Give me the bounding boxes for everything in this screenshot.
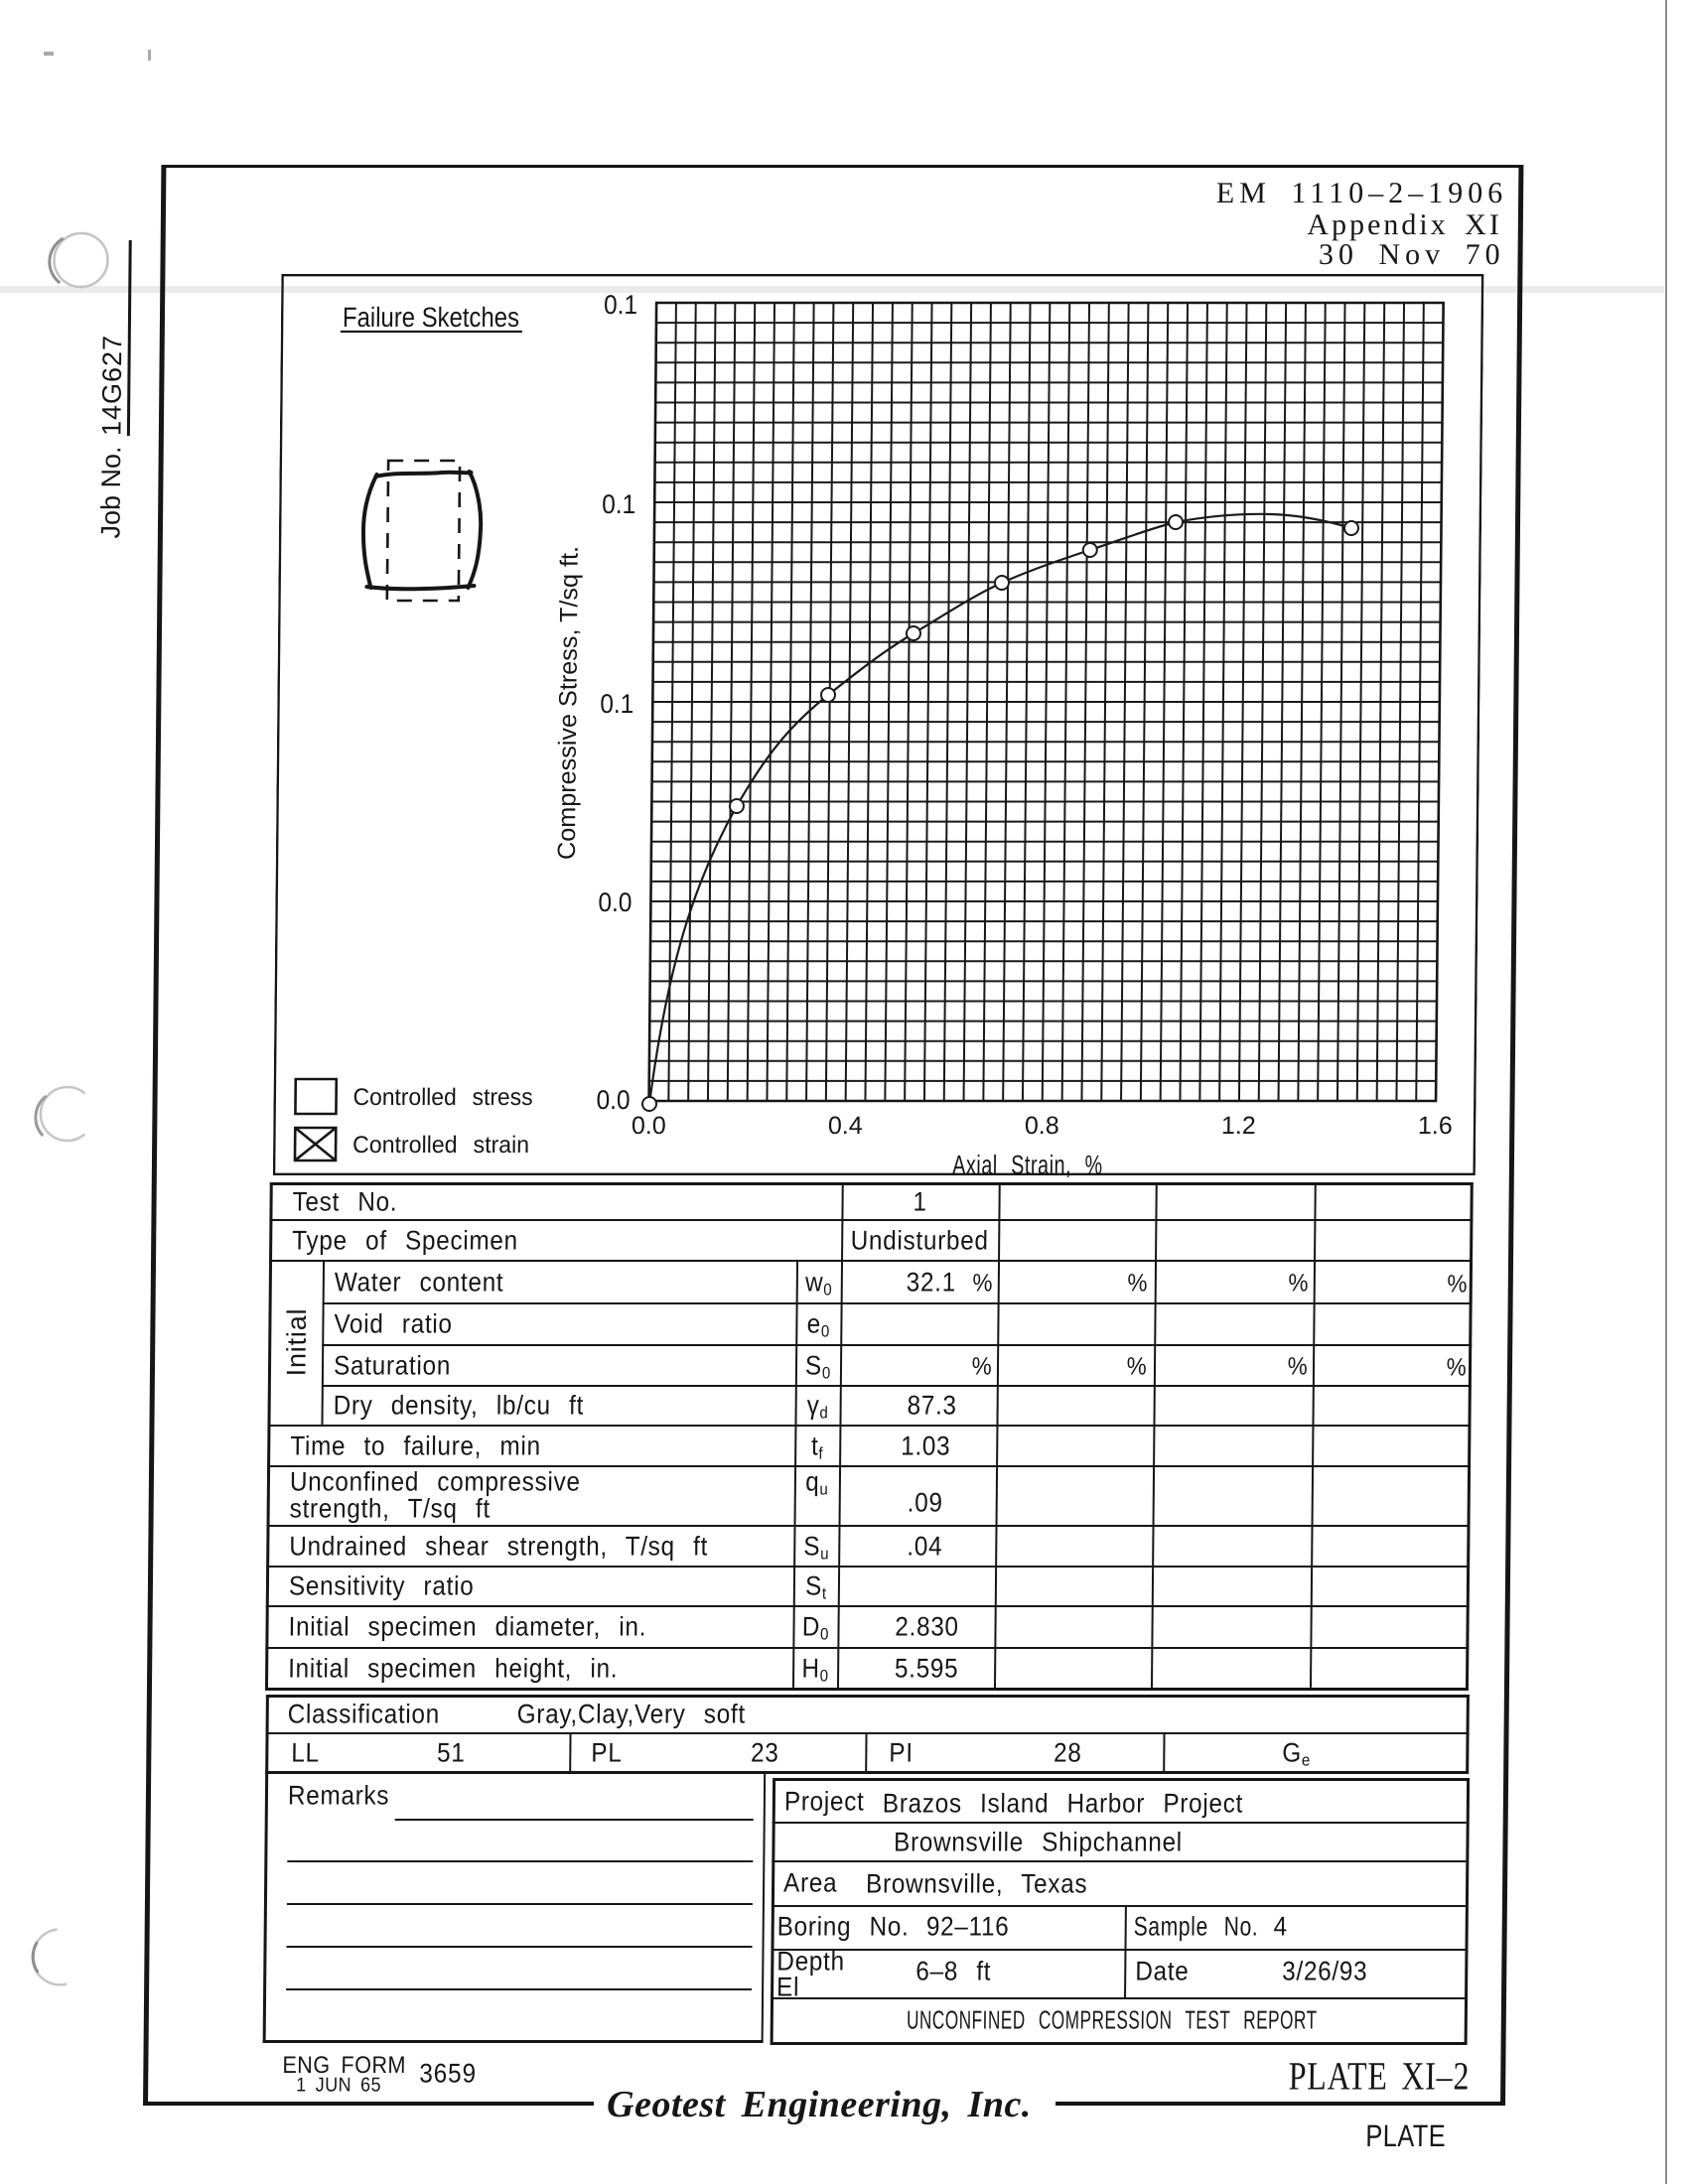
svg-text:0.8: 0.8 — [1025, 1112, 1059, 1140]
svg-text:0.4: 0.4 — [828, 1112, 863, 1140]
svg-text:0.0: 0.0 — [596, 1085, 630, 1115]
svg-text:Failure Sketches: Failure Sketches — [343, 302, 519, 333]
svg-text:Controlled strain: Controlled strain — [352, 1132, 529, 1159]
svg-text:1.2: 1.2 — [1221, 1112, 1256, 1140]
svg-text:0.1: 0.1 — [600, 689, 633, 719]
svg-text:1.6: 1.6 — [1418, 1112, 1453, 1140]
svg-text:0.1: 0.1 — [602, 489, 635, 519]
svg-text:Controlled stress: Controlled stress — [352, 1084, 532, 1111]
svg-text:0.1: 0.1 — [604, 290, 637, 320]
svg-text:0.0: 0.0 — [598, 887, 632, 917]
svg-text:0.0: 0.0 — [632, 1112, 666, 1140]
svg-text:Compressive Stress, T/sq ft.: Compressive Stress, T/sq ft. — [553, 546, 584, 860]
